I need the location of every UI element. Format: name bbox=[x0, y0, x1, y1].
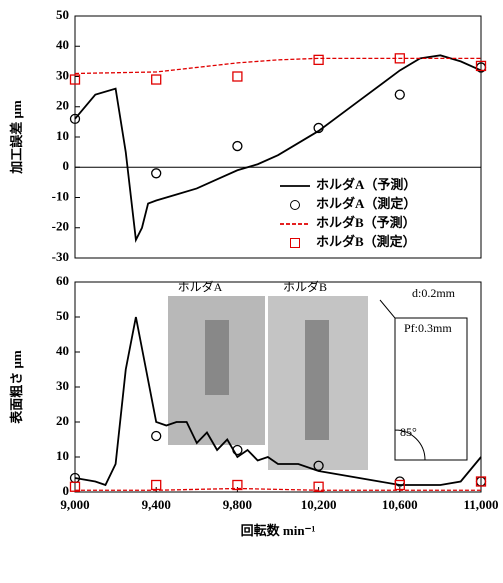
y-axis-label: 表面粗さ μm bbox=[9, 350, 24, 425]
annotation: d:0.2mm bbox=[412, 286, 456, 300]
marker bbox=[232, 479, 243, 491]
series-line bbox=[74, 316, 482, 487]
y-tick-label: 40 bbox=[56, 343, 69, 358]
y-tick-label: 50 bbox=[56, 7, 69, 22]
marker bbox=[394, 479, 405, 491]
annotation: ホルダB bbox=[283, 279, 327, 294]
marker bbox=[232, 71, 243, 82]
marker bbox=[151, 168, 162, 179]
y-tick-label: 0 bbox=[63, 483, 70, 498]
diagram-lines bbox=[379, 299, 426, 461]
marker bbox=[151, 74, 162, 85]
marker bbox=[232, 140, 243, 152]
series-line bbox=[75, 487, 481, 491]
annotation: Pf:0.3mm bbox=[404, 321, 452, 335]
y-tick-label: 50 bbox=[56, 308, 69, 323]
marker bbox=[69, 74, 81, 85]
legend-marker bbox=[290, 200, 300, 210]
x-tick-label: 9,400 bbox=[142, 497, 171, 512]
x-tick-label: 10,600 bbox=[382, 497, 418, 512]
y-tick-label: -10 bbox=[52, 188, 69, 203]
marker bbox=[69, 113, 81, 124]
x-tick-label: 11,000 bbox=[463, 497, 498, 512]
y-tick-label: 0 bbox=[63, 158, 70, 173]
annotation: ホルダA bbox=[178, 279, 223, 294]
marker bbox=[151, 430, 162, 442]
marker bbox=[313, 122, 324, 134]
tool-b bbox=[305, 320, 329, 440]
legend-label: ホルダA（予測） bbox=[316, 177, 416, 192]
marker bbox=[151, 479, 162, 491]
y-tick-label: 20 bbox=[56, 98, 69, 113]
marker bbox=[475, 60, 487, 72]
y-tick-label: 20 bbox=[56, 413, 69, 428]
y-tick-label: 40 bbox=[56, 37, 69, 52]
legend-label: ホルダB（予測） bbox=[316, 215, 416, 230]
legend-marker bbox=[290, 238, 300, 248]
marker bbox=[232, 444, 243, 456]
series-line bbox=[74, 54, 482, 243]
marker bbox=[69, 481, 81, 492]
y-tick-label: 10 bbox=[56, 128, 69, 143]
marker bbox=[394, 53, 405, 64]
marker bbox=[394, 89, 405, 100]
y-tick-label: -20 bbox=[52, 219, 69, 234]
y-tick-label: 10 bbox=[56, 448, 69, 463]
x-tick-label: 10,200 bbox=[301, 497, 337, 512]
x-axis-label: 回転数 min⁻¹ bbox=[241, 523, 316, 538]
tool-a bbox=[205, 320, 229, 395]
y-axis-label: 加工誤差 μm bbox=[9, 100, 24, 175]
y-tick-label: 30 bbox=[56, 378, 69, 393]
legend-label: ホルダA（測定） bbox=[316, 196, 416, 211]
marker bbox=[313, 460, 324, 471]
y-tick-label: 30 bbox=[56, 67, 69, 82]
series-line bbox=[74, 57, 481, 75]
x-tick-label: 9,800 bbox=[223, 497, 252, 512]
plot-frame bbox=[74, 15, 482, 259]
marker bbox=[313, 54, 324, 66]
tool-diagram bbox=[394, 317, 468, 461]
marker bbox=[313, 481, 324, 492]
annotation: 85° bbox=[400, 425, 417, 439]
marker bbox=[475, 476, 487, 487]
y-tick-label: 60 bbox=[56, 273, 69, 288]
y-tick-label: -30 bbox=[52, 249, 69, 264]
legend-label: ホルダB（測定） bbox=[316, 234, 416, 249]
x-tick-label: 9,000 bbox=[60, 497, 89, 512]
